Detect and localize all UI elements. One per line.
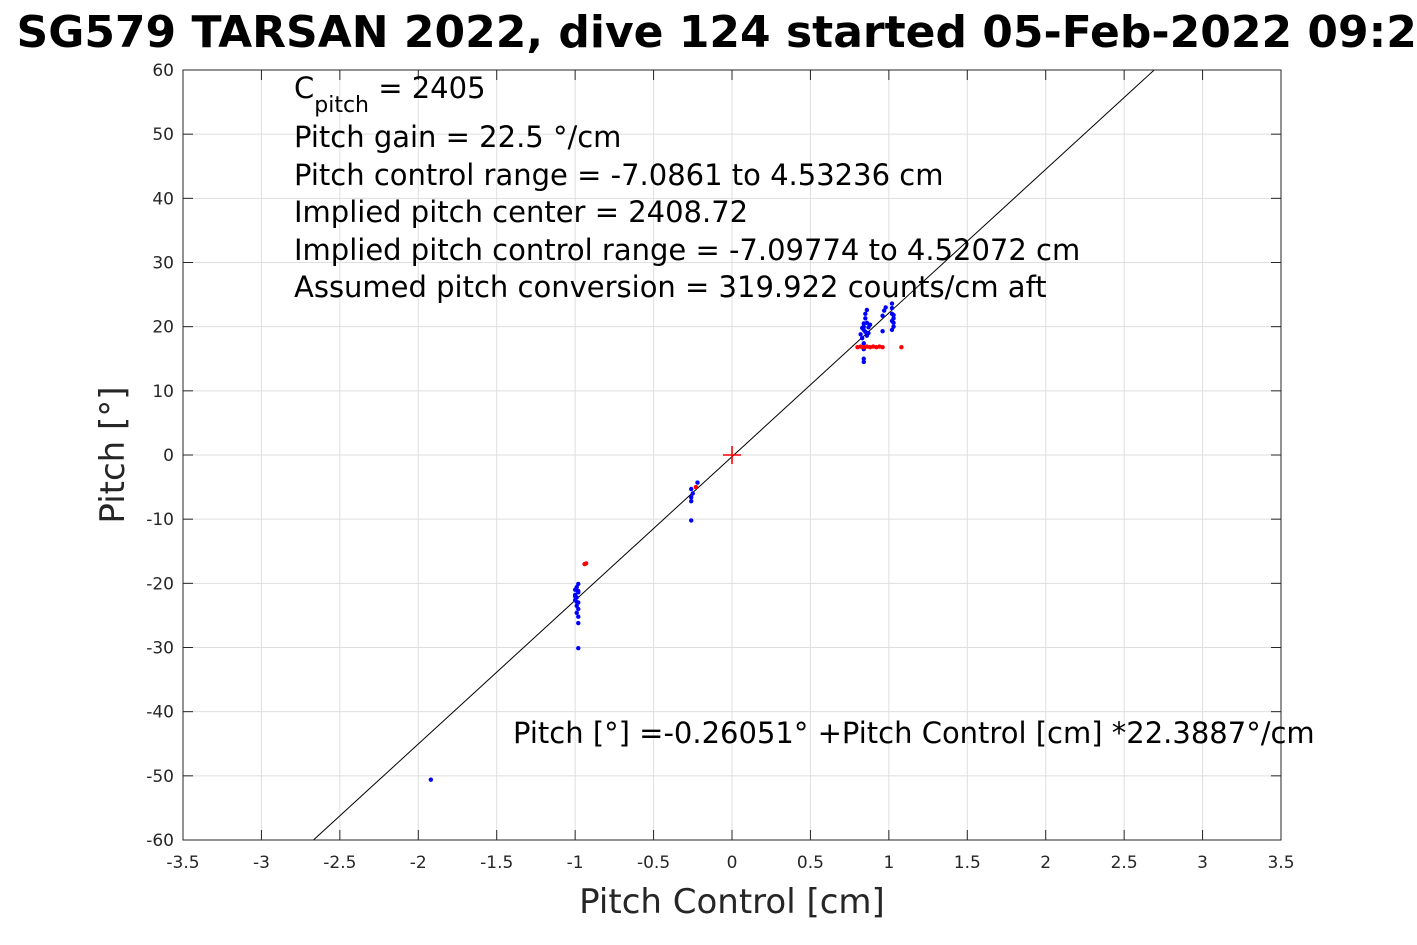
annotation-line: Assumed pitch conversion = 319.922 count… [294,270,1047,304]
fit-equation-annotation: Pitch [°] =-0.26051° +Pitch Control [cm]… [513,716,1315,750]
annotation-line: Implied pitch center = 2408.72 [294,195,748,229]
scatter-point-used [880,328,885,334]
scatter-point-used [861,321,866,326]
y-axis-label: Pitch [°] [93,386,133,523]
scatter-point-used [861,341,866,346]
scatter-point-used [576,645,581,651]
scatter-point-used [859,325,865,331]
scatter-point-used [695,480,700,485]
scatter-point-used [689,499,694,504]
scatter-point-used [572,593,578,599]
scatter-point-used [863,329,868,334]
y-tick-label: 20 [152,318,174,338]
scatter-point-used [576,614,581,619]
scatter-point-used [574,610,579,616]
scatter-point-used [889,327,895,333]
scatter-point-used [574,599,579,605]
y-tick-label: -60 [146,831,174,851]
x-tick-label: 3 [1197,853,1208,873]
scatter-point-used [889,305,895,311]
scatter-point-used [858,332,863,337]
y-tick-label: 30 [152,254,174,274]
y-tick-label: -40 [146,703,174,723]
scatter-point-used [883,305,888,310]
y-tick-label: 50 [152,125,174,145]
axis-ticks [182,69,1282,841]
scatter-points [428,301,904,782]
x-tick-label: 2.5 [1111,853,1138,873]
scatter-point-used [880,313,885,318]
c-pitch-annotation: Cpitch = 2405 [294,71,486,118]
x-tick-label: 0 [727,853,738,873]
c-pitch-symbol: C [294,71,314,105]
x-tick-label: 1.5 [954,853,981,873]
y-tick-label: -10 [146,510,174,530]
annotation-line: Pitch gain = 22.5 °/cm [294,120,621,154]
scatter-point-used [863,311,868,317]
x-tick-label: -1.5 [480,853,513,873]
y-tick-label: -50 [146,767,174,787]
scatter-point-rejected [880,345,885,350]
y-tick-label: 10 [152,382,174,402]
x-tick-label: 0.5 [797,853,824,873]
x-tick-label: -1 [567,853,584,873]
y-tick-label: 40 [152,189,174,209]
y-tick-labels: -60 -50 -40 -30 -20 -10 0 10 20 30 40 50 60 [146,61,174,851]
c-pitch-subscript: pitch [314,93,369,118]
c-pitch-value: = 2405 [369,71,486,105]
scatter-point-rejected [899,345,904,350]
scatter-point-used [864,307,870,313]
x-tick-label: -3 [253,853,270,873]
center-marker-layer [723,446,741,464]
x-tick-label: 2 [1040,853,1051,873]
scatter-point-used [689,495,694,500]
scatter-point-used [689,486,694,492]
x-tick-label: -3.5 [166,853,199,873]
scatter-point-used [690,491,695,496]
scatter-point-used [891,312,896,318]
scatter-point-used [864,333,870,338]
y-tick-label: -30 [146,639,174,659]
x-tick-label: 1 [883,853,894,873]
y-tick-label: -20 [146,574,174,594]
chart-title: SG579 TARSAN 2022, dive 124 started 05-F… [17,7,1417,58]
scatter-point-used [863,316,868,321]
scatter-point-used [867,322,873,327]
x-tick-label: 3.5 [1267,853,1294,873]
y-tick-label: 0 [163,446,174,466]
x-tick-label: -2 [410,853,427,873]
scatter-point-used [576,581,581,587]
scatter-point-rejected [693,484,699,490]
scatter-point-used [576,588,581,594]
scatter-point-used [889,301,895,306]
x-tick-label: -0.5 [637,853,670,873]
annotation-line: Implied pitch control range = -7.09774 t… [294,233,1080,267]
scatter-point-used [859,336,865,341]
scatter-point-used [861,356,866,361]
grid-lines [182,69,1282,841]
scatter-point-used [689,518,694,523]
x-tick-label: -2.5 [323,853,356,873]
y-tick-label: 60 [152,61,174,81]
x-axis-label: Pitch Control [cm] [579,882,885,922]
annotation-line: Pitch control range = -7.0861 to 4.53236… [294,158,943,192]
scatter-point-used [889,318,895,324]
x-tick-labels: -3.5 -3 -2.5 -2 -1.5 -1 -0.5 0 0.5 1 1.5 2 2.5 3 3.5 [166,853,1294,873]
scatter-point-rejected [583,561,589,566]
scatter-point-used [428,777,434,782]
scatter-point-used [861,359,866,365]
scatter-point-used [576,620,581,626]
